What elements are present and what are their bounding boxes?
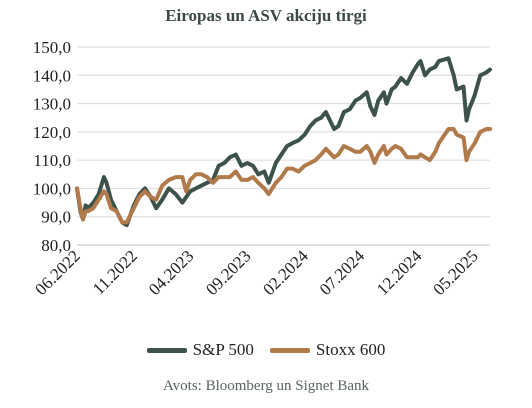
y-tick-label: 150,0 [33, 38, 71, 57]
series-layer [75, 56, 492, 228]
y-tick-label: 140,0 [33, 66, 71, 85]
x-axis: 06.2022 11.2022 04.2023 09.2023 02.2024 07.20… [31, 244, 490, 299]
grid-layer [77, 46, 490, 246]
y-tick-label: 110,0 [33, 151, 71, 170]
x-tick-label: 11.2022 [89, 246, 141, 298]
y-tick-label: 130,0 [33, 95, 71, 114]
series-line-stoxx600 [75, 127, 492, 225]
legend-swatch-sp500 [146, 347, 187, 353]
legend-item-sp500: S&P 500 [146, 340, 254, 360]
legend-swatch-stoxx600 [269, 347, 310, 353]
legend: S&P 500 Stoxx 600 [0, 340, 532, 360]
y-tick-label: 120,0 [33, 123, 71, 142]
x-tick-label: 02.2024 [259, 246, 312, 299]
x-tick-label: 09.2023 [202, 246, 255, 299]
chart-title: Eiropas un ASV akciju tirgi [165, 6, 367, 25]
x-tick-label: 07.2024 [316, 246, 369, 299]
x-tick-label: 12.2024 [373, 246, 426, 299]
legend-item-stoxx600: Stoxx 600 [269, 340, 386, 360]
x-tick-label: 04.2023 [145, 246, 198, 299]
y-tick-label: 90,0 [41, 208, 71, 227]
x-tick-label: 05.2025 [429, 246, 482, 299]
y-tick-label: 80,0 [41, 236, 71, 255]
legend-label-sp500: S&P 500 [192, 340, 254, 359]
y-axis: 80,0 90,0 100,0 110,0 120,0 130,0 140,0 150,0 [33, 38, 71, 255]
y-tick-label: 100,0 [33, 179, 71, 198]
source-note: Avots: Bloomberg un Signet Bank [162, 378, 370, 394]
legend-label-stoxx600: Stoxx 600 [315, 340, 386, 359]
